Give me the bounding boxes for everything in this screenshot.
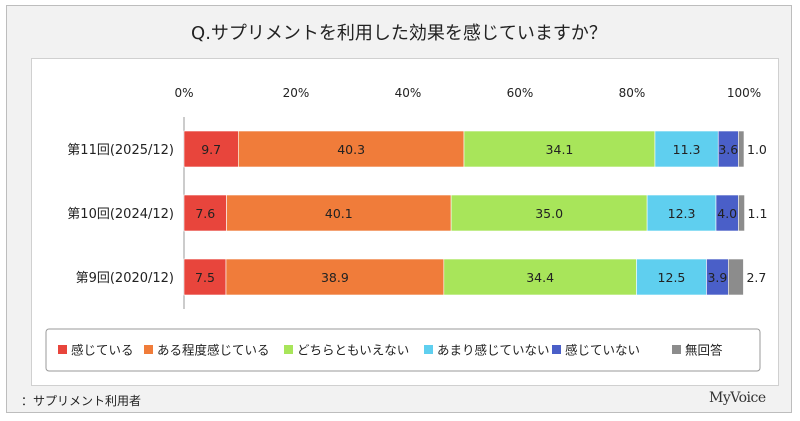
x-tick-label: 60% [507,86,534,100]
legend-swatch [552,345,561,354]
data-label: 3.6 [718,142,738,157]
legend-box [45,328,761,372]
data-label: 9.7 [201,142,221,157]
legend-swatch [672,345,681,354]
x-tick-label: 100% [727,86,761,100]
legend-label: 無回答 [685,343,723,358]
legend-swatch [144,345,153,354]
bar-segment [225,258,445,296]
bar-segment [728,258,744,296]
bar-segment [450,194,648,232]
bar-segment [238,130,465,168]
plot-area: 0% 20% 40% 60% 80% 100% 第11回(2025/12) 9.7 40.3 34… [31,58,779,386]
data-label: 34.1 [546,142,574,157]
x-tick-label: 40% [395,86,422,100]
bar-segment [443,258,637,296]
legend-label: どちらともいえない [297,343,409,358]
bar-segment [226,194,452,232]
stacked-bar-chart: 0% 20% 40% 60% 80% 100% 第11回(2025/12) 9.7 40.3 34… [45,86,768,372]
data-label: 1.1 [748,206,768,221]
x-tick-label: 20% [283,86,310,100]
x-tick-label: 0% [174,86,193,100]
legend-swatch [424,345,433,354]
bar-segment [738,194,745,232]
bar-segment [738,130,745,168]
footnote: ：サプリメント利用者 [21,394,142,408]
data-label: 34.4 [526,270,554,285]
data-label: 3.9 [707,270,727,285]
data-label: 2.7 [746,270,766,285]
legend-swatch [58,345,67,354]
legend-label: 感じていない [565,343,640,358]
data-label: 11.3 [673,142,701,157]
data-label: 7.6 [195,206,215,221]
legend-swatch [284,345,293,354]
chart-frame: Q.サプリメントを利用した効果を感じていますか？ 0% 20% 40% 60% 80% 1… [6,5,792,413]
bar-segment [463,130,656,168]
legend-label: 感じている [71,343,134,358]
data-label: 38.9 [321,270,349,285]
x-tick-label: 80% [619,86,646,100]
data-label: 7.5 [195,270,215,285]
chart-title: Q.サプリメントを利用した効果を感じていますか？ [191,23,607,44]
category-label: 第9回(2020/12) [76,271,174,286]
bar-segment [636,258,707,296]
category-label: 第11回(2025/12) [67,143,174,158]
data-label: 35.0 [535,206,563,221]
data-label: 40.1 [325,206,353,221]
data-label: 12.3 [668,206,696,221]
bar-segment [183,194,227,232]
category-label: 第10回(2024/12) [67,207,174,222]
brand-logo-text: MyVoice [709,390,766,406]
legend-label: ある程度感じている [157,343,270,358]
bar-segment [183,258,227,296]
data-label: 40.3 [337,142,365,157]
legend-label: あまり感じていない [437,343,550,358]
data-label: 12.5 [658,270,686,285]
data-label: 4.0 [717,206,737,221]
data-label: 1.0 [747,142,767,157]
